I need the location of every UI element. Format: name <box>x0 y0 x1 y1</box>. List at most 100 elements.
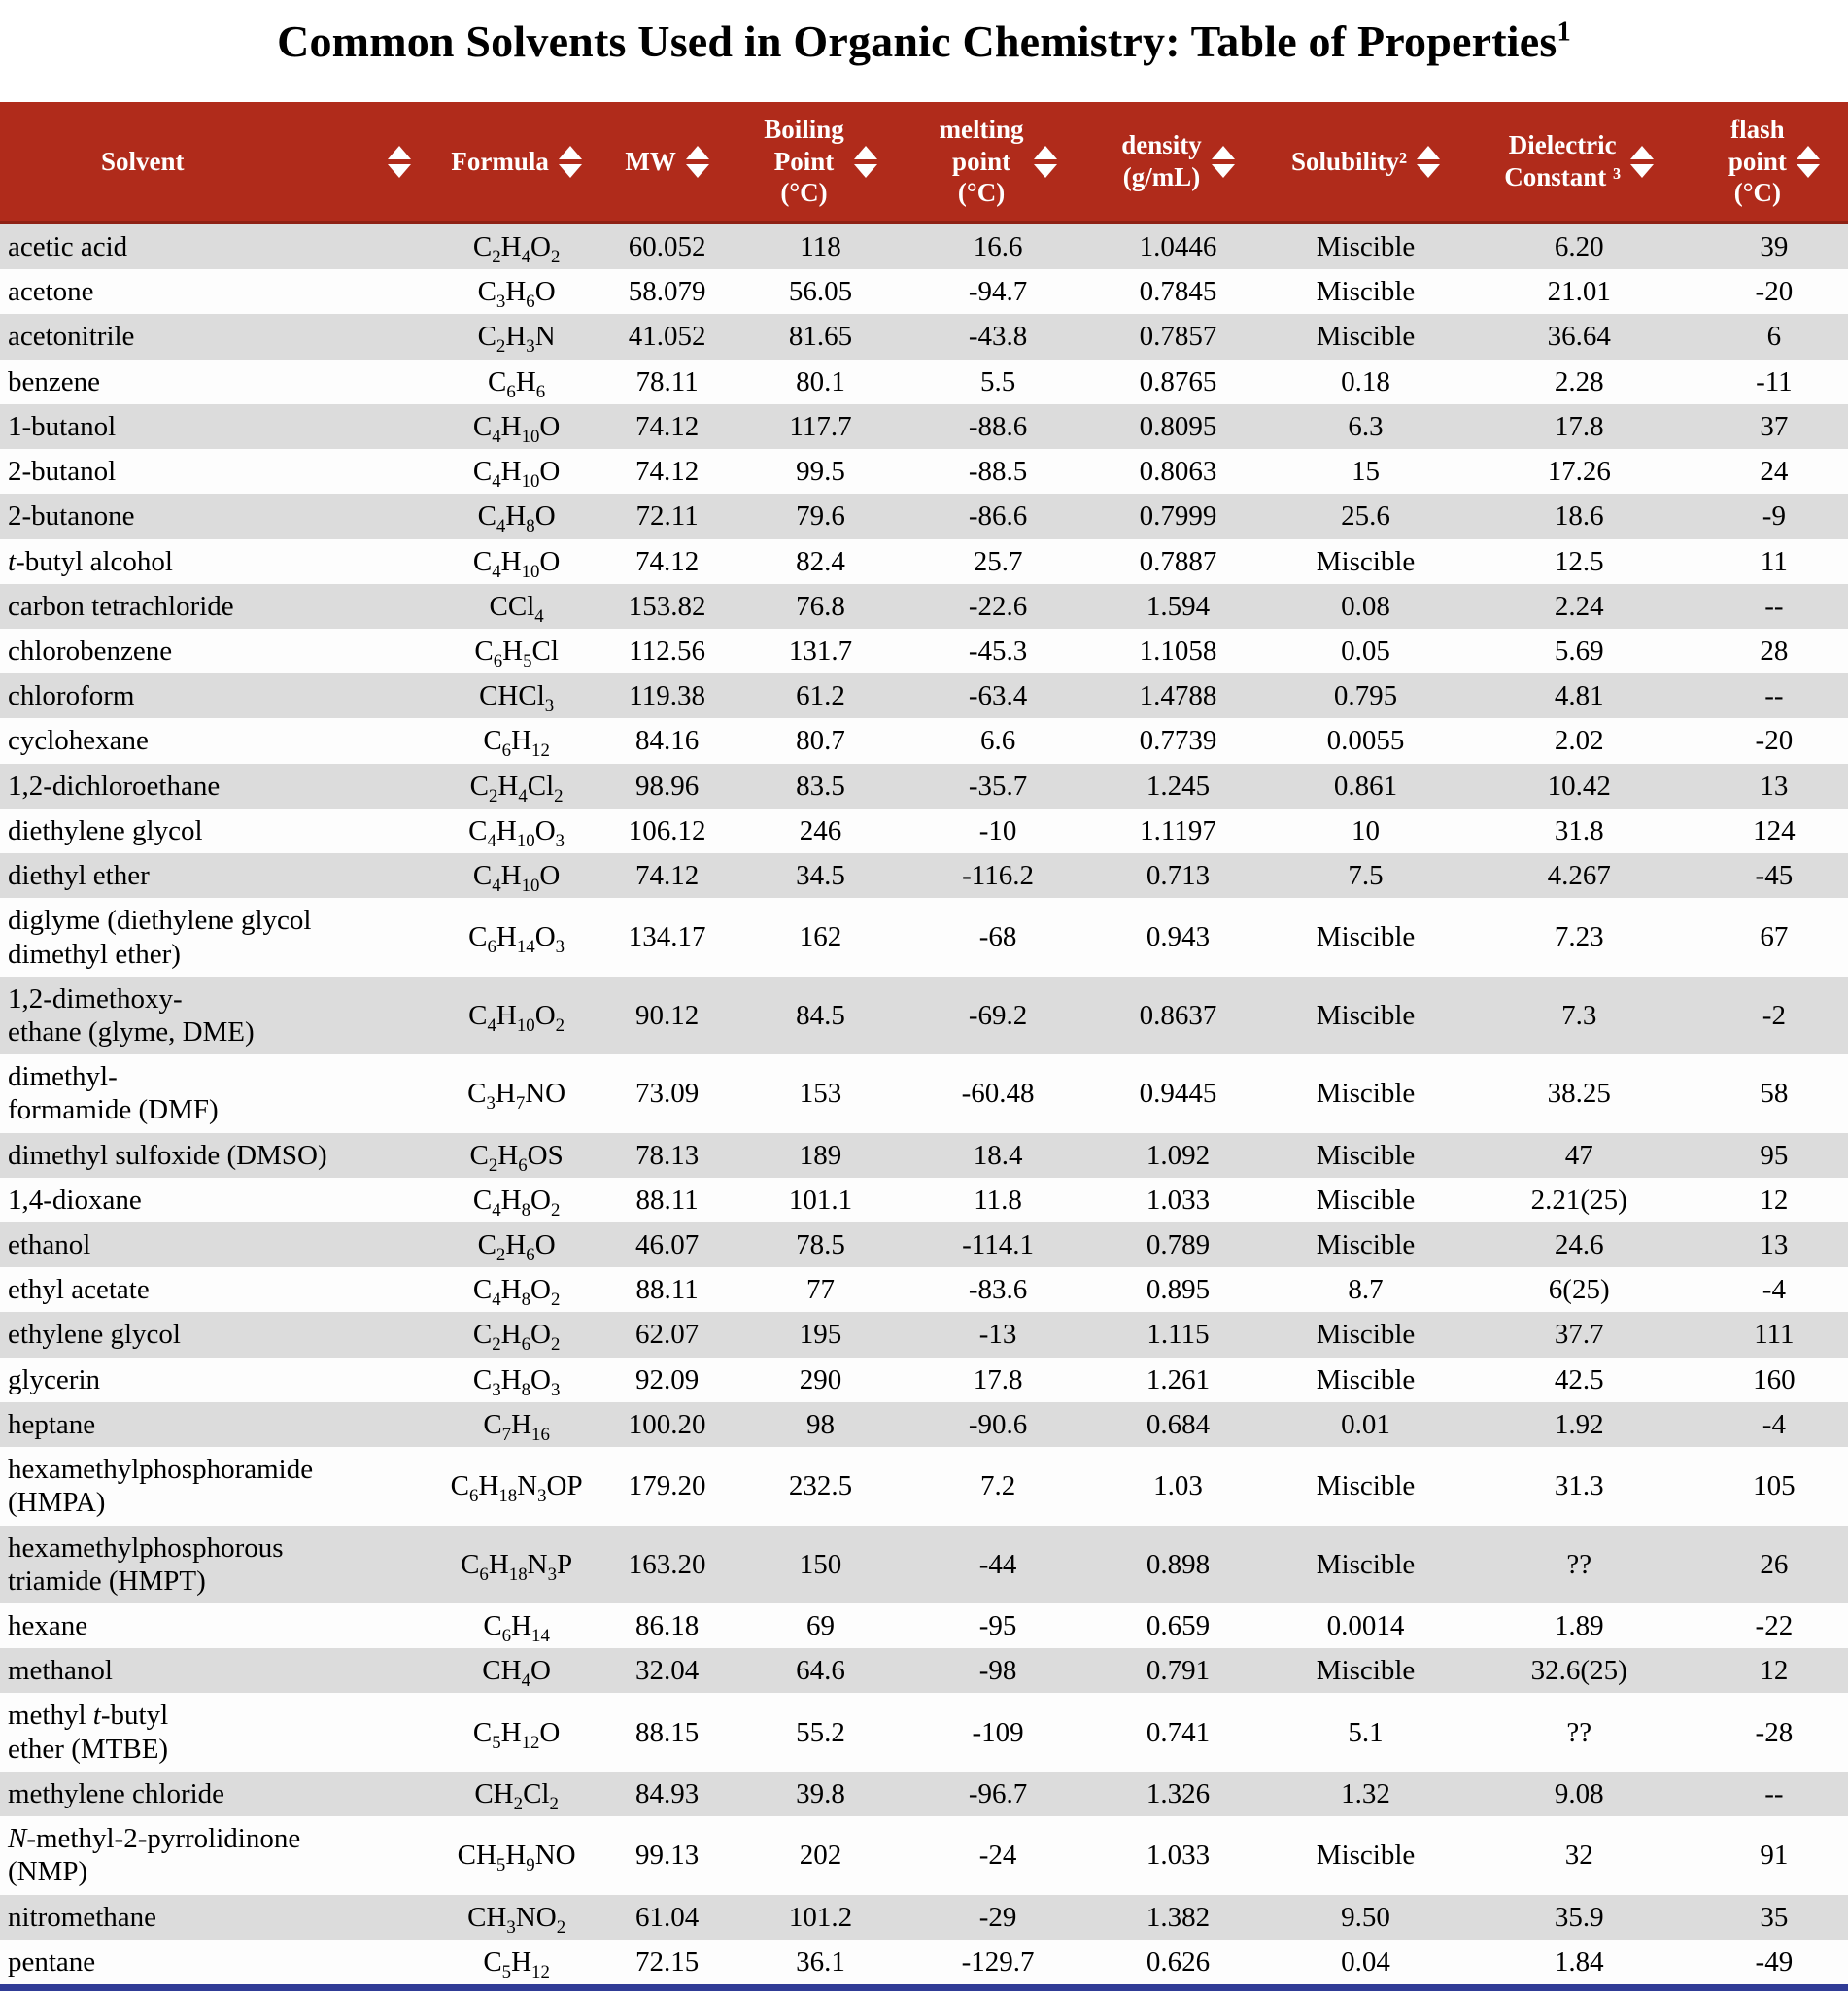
cell-flash-point: 12 <box>1699 1177 1848 1223</box>
cell-solvent: ethyl acetate <box>0 1267 428 1313</box>
cell-melting-point: 5.5 <box>912 359 1083 404</box>
sort-arrows-icon[interactable] <box>558 145 582 178</box>
cell-density: 1.03 <box>1082 1447 1274 1526</box>
cell-solubility: Miscible <box>1273 898 1458 977</box>
column-header-solvent[interactable]: Solvent <box>0 102 428 224</box>
cell-formula: C4H10O <box>427 853 606 899</box>
cell-formula: C3H8O3 <box>427 1357 606 1402</box>
cell-solvent: chloroform <box>0 673 428 719</box>
cell-density: 1.0446 <box>1082 223 1274 270</box>
cell-solvent: dimethyl-formamide (DMF) <box>0 1054 428 1133</box>
sort-arrows-icon[interactable] <box>1630 145 1655 178</box>
column-header-density[interactable]: density (g/mL) <box>1082 102 1274 224</box>
page-title: Common Solvents Used in Organic Chemistr… <box>0 0 1848 73</box>
cell-density: 0.7845 <box>1082 269 1274 315</box>
cell-formula: C4H8O <box>427 494 606 539</box>
cell-boiling-point: 99.5 <box>728 449 913 495</box>
sort-arrows-icon[interactable] <box>388 145 412 178</box>
cell-boiling-point: 61.2 <box>728 673 913 719</box>
cell-solubility: 6.3 <box>1273 403 1458 450</box>
cell-solubility: Miscible <box>1273 1054 1458 1133</box>
cell-melting-point: -88.5 <box>912 449 1083 495</box>
cell-density: 0.8637 <box>1082 976 1274 1055</box>
cell-solubility: Miscible <box>1273 1312 1458 1358</box>
cell-dielectric-constant: 4.267 <box>1457 853 1700 899</box>
cell-density: 1.382 <box>1082 1894 1274 1940</box>
cell-solvent: t-butyl alcohol <box>0 538 428 584</box>
cell-melting-point: 18.4 <box>912 1132 1083 1178</box>
cell-melting-point: -44 <box>912 1525 1083 1603</box>
cell-solvent: diethyl ether <box>0 853 428 899</box>
cell-melting-point: -109 <box>912 1693 1083 1772</box>
cell-melting-point: 6.6 <box>912 718 1083 764</box>
cell-formula: C5H12O <box>427 1693 606 1772</box>
cell-flash-point: -4 <box>1699 1401 1848 1448</box>
cell-solubility: Miscible <box>1273 1816 1458 1895</box>
cell-density: 1.261 <box>1082 1357 1274 1402</box>
cell-formula: C4H10O <box>427 449 606 495</box>
cell-formula: CH3NO2 <box>427 1894 606 1940</box>
cell-density: 0.659 <box>1082 1603 1274 1649</box>
cell-density: 1.115 <box>1082 1312 1274 1358</box>
cell-solvent: heptane <box>0 1401 428 1448</box>
column-header-flash-point[interactable]: flash point (°C) <box>1699 102 1848 224</box>
cell-mw: 88.15 <box>605 1693 729 1772</box>
cell-solvent: hexamethylphosphorous triamide (HMPT) <box>0 1525 428 1603</box>
cell-mw: 78.13 <box>605 1132 729 1178</box>
cell-solvent: diethylene glycol <box>0 808 428 854</box>
cell-dielectric-constant: 2.24 <box>1457 583 1700 629</box>
cell-dielectric-constant: 18.6 <box>1457 494 1700 539</box>
cell-solvent: dimethyl sulfoxide (DMSO) <box>0 1132 428 1178</box>
cell-formula: C4H10O2 <box>427 976 606 1055</box>
solvent-properties-table: Solvent Formula MW Boiling Point (°C) <box>0 102 1848 1984</box>
cell-dielectric-constant: 12.5 <box>1457 538 1700 584</box>
sort-arrows-icon[interactable] <box>1417 145 1441 178</box>
table-row: acetone C3H6O 58.079 56.05 -94.7 0.7845 … <box>0 269 1848 315</box>
cell-formula: CH5H9NO <box>427 1816 606 1895</box>
cell-mw: 32.04 <box>605 1648 729 1694</box>
page-title-text: Common Solvents Used in Organic Chemistr… <box>277 17 1557 66</box>
table-row: ethyl acetate C4H8O2 88.11 77 -83.6 0.89… <box>0 1267 1848 1313</box>
sort-arrows-icon[interactable] <box>853 145 877 178</box>
cell-formula: C2H4Cl2 <box>427 763 606 809</box>
column-header-solubility[interactable]: Solubility² <box>1273 102 1458 224</box>
cell-boiling-point: 153 <box>728 1054 913 1133</box>
cell-solvent: 1,2-dimethoxy-ethane (glyme, DME) <box>0 976 428 1055</box>
cell-mw: 179.20 <box>605 1447 729 1526</box>
cell-formula: C4H8O2 <box>427 1267 606 1313</box>
cell-density: 0.895 <box>1082 1267 1274 1313</box>
cell-solubility: 0.05 <box>1273 628 1458 674</box>
table-row: dimethyl-formamide (DMF) C3H7NO 73.09 15… <box>0 1054 1848 1133</box>
sort-arrows-icon[interactable] <box>1211 145 1235 178</box>
cell-mw: 100.20 <box>605 1401 729 1448</box>
cell-solvent: 2-butanol <box>0 449 428 495</box>
title-footnote-marker: 1 <box>1557 17 1571 48</box>
cell-formula: CH4O <box>427 1648 606 1694</box>
cell-density: 1.4788 <box>1082 673 1274 719</box>
cell-dielectric-constant: 7.3 <box>1457 976 1700 1055</box>
cell-solubility: Miscible <box>1273 1648 1458 1694</box>
cell-solvent: diglyme (diethylene glycol dimethyl ether… <box>0 898 428 977</box>
sort-arrows-icon[interactable] <box>1796 145 1820 178</box>
column-header-melting-point[interactable]: melting point (°C) <box>912 102 1083 224</box>
column-header-mw[interactable]: MW <box>605 102 729 224</box>
sort-arrows-icon[interactable] <box>685 145 709 178</box>
column-header-formula[interactable]: Formula <box>427 102 606 224</box>
cell-density: 0.8063 <box>1082 449 1274 495</box>
column-header-boiling-point[interactable]: Boiling Point (°C) <box>728 102 913 224</box>
cell-flash-point: -- <box>1699 1771 1848 1817</box>
cell-density: 0.7887 <box>1082 538 1274 584</box>
cell-dielectric-constant: 42.5 <box>1457 1357 1700 1402</box>
cell-flash-point: 67 <box>1699 898 1848 977</box>
cell-melting-point: -116.2 <box>912 853 1083 899</box>
table-row: chlorobenzene C6H5Cl 112.56 131.7 -45.3 … <box>0 628 1848 674</box>
cell-solubility: Miscible <box>1273 223 1458 270</box>
column-header-dielectric-constant[interactable]: Dielectric Constant ³ <box>1457 102 1700 224</box>
sort-arrows-icon[interactable] <box>1033 145 1057 178</box>
cell-mw: 41.052 <box>605 314 729 360</box>
cell-flash-point: 105 <box>1699 1447 1848 1526</box>
cell-mw: 73.09 <box>605 1054 729 1133</box>
cell-formula: C2H6O <box>427 1222 606 1268</box>
table-row: ethylene glycol C2H6O2 62.07 195 -13 1.1… <box>0 1312 1848 1358</box>
cell-solvent: acetonitrile <box>0 314 428 360</box>
